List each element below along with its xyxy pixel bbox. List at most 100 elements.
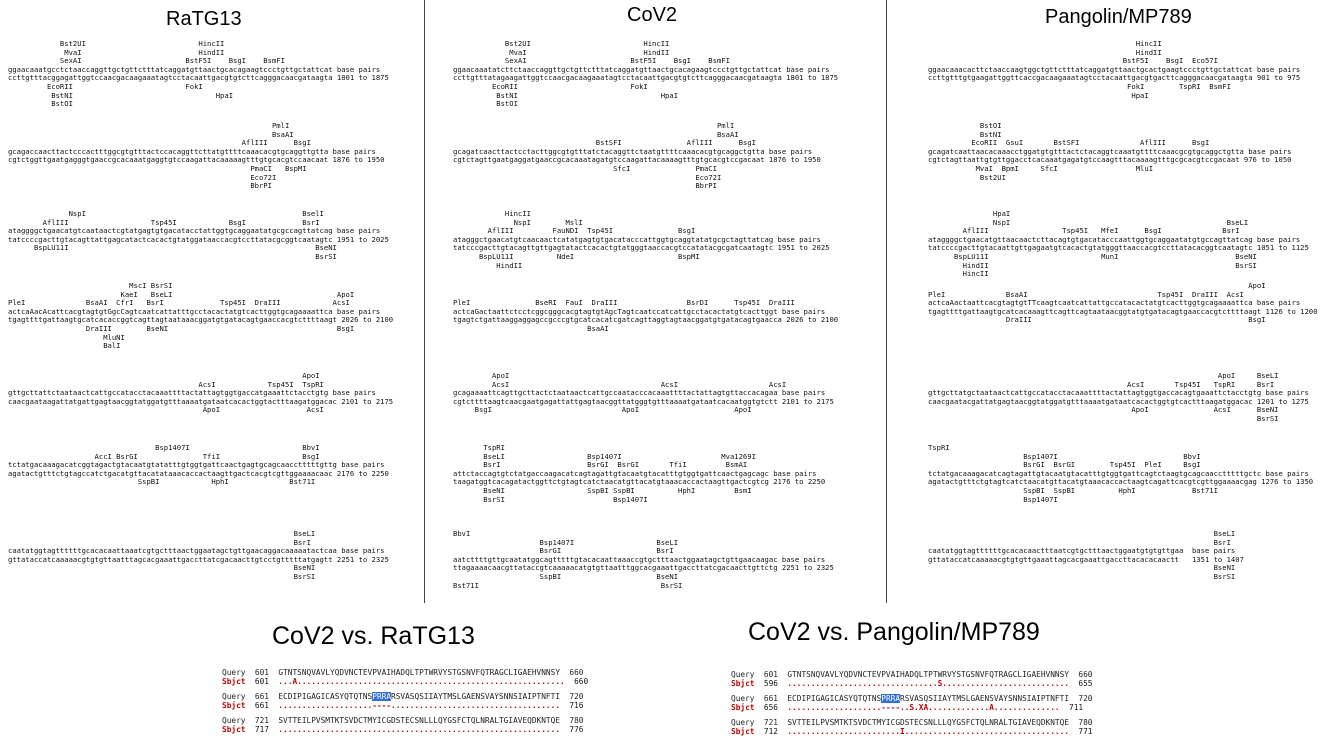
sequence-block: PmlI BsaAI BstSFI AflIII BsgI gcagatcaact… <box>453 121 821 191</box>
sequence-line: BstOI <box>453 99 518 109</box>
sequence-line: EcoRII FokI <box>8 81 203 91</box>
query-label: Query <box>731 670 755 679</box>
sequence-line: actcaAactaattcacgtagtgtTTcaagtcaatcattat… <box>928 298 1301 308</box>
sequence-line: AflIII Tsp45I BsgI BsrI <box>8 217 320 227</box>
sequence-line: actcaGactaattctcctcggcgggcacgtagtgtAgcTa… <box>453 306 826 316</box>
subject-row: Sbjct 717 ..............................… <box>222 725 588 734</box>
subject-sequence: ...A....................................… <box>278 677 565 686</box>
sequence-line: PleI BsaAI Tsp45I DraIII AcsI <box>928 289 1244 299</box>
query-row: Query 601 GTNTSNQVAVLYQDVNCTEVPVAIHADQLT… <box>222 668 588 677</box>
sequence-line: HincII <box>928 39 1162 48</box>
sequence-block: TspRI BseLI Bsp1407I Mva1269I BsrI BsrGI… <box>453 443 825 504</box>
comparison-title-ratg13: CoV2 vs. RaTG13 <box>272 622 475 650</box>
sequence-line: ggaacaaatgcctctaaccaggttgctgttctttatcagg… <box>8 64 381 74</box>
sequence-line: Eco72I <box>453 172 722 182</box>
query-start: 601 <box>254 668 269 677</box>
query-sequence: ECDIPIGAGICASYQTQTNS <box>787 694 882 703</box>
sequence-line: BstNI <box>928 129 1002 139</box>
sequence-line: cgtctggttgaatgagggtgaaccgcacaaatgaggtgtc… <box>8 155 385 165</box>
sequence-line: BseLI <box>928 529 1236 538</box>
query-sequence: SVTTEILPVSMTKTSVDCTMYICGDSTECSNLLLQYGSFC… <box>278 716 561 725</box>
sequence-line: SexAI BstF5I BsgI BsmFI <box>8 56 285 66</box>
subject-label: Sbjct <box>222 725 246 734</box>
sequence-line: ataggggctgaacatgttaacaactcttacagtgtgacat… <box>928 234 1301 244</box>
query-sequence: GTNTSNQVAVLYQDVNCTEVPVAIHADQLTPTWRVYSTGS… <box>278 668 561 677</box>
sequence-line: BbrPI <box>453 181 717 191</box>
sequence-line: ApoI AcsI BseNI <box>928 405 1279 415</box>
subject-start: 601 <box>254 677 269 686</box>
row-spacer <box>222 734 588 740</box>
subject-sequence: ....................----................… <box>278 701 561 710</box>
sequence-line: NspI BseLI <box>928 217 1249 227</box>
query-start: 721 <box>254 716 269 725</box>
sequence-line: gcagatcaattaacacaaacctggatgtgtttactctaca… <box>928 146 1292 156</box>
sequence-line: BstSFI AflIII BsgI <box>453 138 756 148</box>
sequence-line: HincII <box>928 269 989 279</box>
sequence-line: PmaCI BspMI <box>8 163 307 173</box>
sequence-line: BsaAI <box>8 129 294 139</box>
sequence-line: Bsp1407I <box>928 494 1058 504</box>
sequence-block: NspI BselI AflIII Tsp45I BsgI BsrI ataggg… <box>8 209 389 262</box>
sequence-line: Bsp1407I BbvI <box>8 443 320 452</box>
sequence-line: PleI BsaAI CfrI BsrI Tsp45I DraIII AcsI <box>8 298 350 308</box>
sequence-line: tgagttttgattaagtgcatcacaaagttcagttcagtaa… <box>928 306 1318 316</box>
sequence-line: HindII BsrSI <box>928 260 1257 270</box>
divider-left <box>424 0 425 603</box>
sequence-line: Bsp1407I BbvI <box>928 451 1201 461</box>
sequence-line: MluNI <box>8 332 125 342</box>
sequence-line: BseNI SspBI SspBI HphI BsmI <box>453 485 752 495</box>
subject-row: Sbjct 712 ........................I.....… <box>731 727 1093 736</box>
sequence-line: BseLI Bsp1407I Mva1269I <box>453 451 756 461</box>
subject-row: Sbjct 656 ....................----..S.XA… <box>731 703 1093 712</box>
sequence-line: MvaI BpmI SfcI MluI <box>928 163 1154 173</box>
sequence-block: Bsp1407I BbvI AccI BsrGI TfiI BsgI tctatg… <box>8 443 389 487</box>
sequence-line: ApoI <box>453 371 510 380</box>
comparison-title-pangolin: CoV2 vs. Pangolin/MP789 <box>748 618 1040 646</box>
sequence-line <box>453 282 838 291</box>
sequence-block: HincII HindII BstF5I BsgI Eco57I ggaacaaa… <box>928 39 1300 100</box>
subject-start: 661 <box>254 701 269 710</box>
query-end: 720 <box>569 692 584 701</box>
sequence-line: EcoRII GsuI BstSFI AflIII BsgI <box>928 138 1210 148</box>
sequence-line: ccttgtttacggagattggtccaacgacaagaaatagtcc… <box>8 73 389 83</box>
sequence-line: MvaI HindII <box>8 47 225 57</box>
sequence-block: BstOI BstNI EcoRII GsuI BstSFI AflIII Bs… <box>928 121 1292 182</box>
subject-start: 712 <box>763 727 778 736</box>
sequence-line: HindII <box>453 260 523 270</box>
sequence-line: BseNI <box>928 563 1236 573</box>
query-sequence: SVTTEILPVSMTKTSVDCTMYICGDSTECSNLLLQYGSFC… <box>787 718 1070 727</box>
sequence-line: tatccccgacttgtacagttattgagcatactcacactgt… <box>8 234 389 244</box>
sequence-line: ccttgtttatagaagattggtccaacgacaagaaatagtc… <box>453 73 839 83</box>
sequence-line: BsrGI BsrI <box>453 546 674 556</box>
sequence-line: HpaI <box>928 90 1149 100</box>
sequence-line: Bst2UI <box>928 172 1006 182</box>
sequence-line: BstNI HpaI <box>8 90 234 100</box>
query-row: Query 601 GTNTSNQVAVLYQDVNCTEVPVAIHADQLT… <box>731 670 1093 679</box>
sequence-line: DraIII BseNI BsgI <box>8 323 355 333</box>
sequence-line: cgtctagttgaatgaggatgaaccgcacaaatagatgtcc… <box>453 155 821 165</box>
sequence-block: ApoI BseLI AcsI Tsp45I TspRI BsrI gttgctt… <box>928 371 1309 424</box>
sequence-line: gttgcttatgctaataactcattgccatacctacaaattt… <box>928 388 1309 398</box>
sequence-line: PmlI <box>453 121 735 130</box>
sequence-line: gttgcttattctaataactcattgccatacctacaaattt… <box>8 388 376 398</box>
sequence-line: BsrSI Bsp1407I <box>453 494 648 504</box>
sequence-line: tatccccgacttgtacaattgttgagaatgtcacactgta… <box>928 243 1309 253</box>
sequence-block: HpaI NspI BseLI AflIII Tsp45I MfeI BsgI … <box>928 209 1309 279</box>
sequence-line: NspI MslI <box>453 217 583 227</box>
sequence-line: caacgaatacgattatgagtaacggtatggatgtttaaaa… <box>928 396 1309 406</box>
sequence-line: BsrSI <box>8 251 337 261</box>
sequence-line: BsaAI <box>453 323 609 333</box>
subject-end: 660 <box>574 677 589 686</box>
sequence-line: tatcccgacttgtacagttgttgagtatactcacactgta… <box>453 243 830 253</box>
sequence-line: BstNI HpaI <box>453 90 679 100</box>
subject-row: Sbjct 596 ..............................… <box>731 679 1093 688</box>
query-end: 780 <box>569 716 584 725</box>
panel-title-ratg13: RaTG13 <box>166 8 242 30</box>
subject-end: 771 <box>1078 727 1093 736</box>
sequence-line: BsrSI <box>928 571 1236 581</box>
sequence-line: AcsI Tsp45I TspRI BsrI <box>928 379 1275 389</box>
query-sequence: ECDIPIGAGICASYQTQTNS <box>278 692 373 701</box>
query-start: 661 <box>254 692 269 701</box>
sequence-block: TspRI Bsp1407I BbvI BsrGI BsrGI Tsp45I P… <box>928 443 1313 504</box>
sequence-line: FokI TspRI BsmFI <box>928 81 1231 91</box>
